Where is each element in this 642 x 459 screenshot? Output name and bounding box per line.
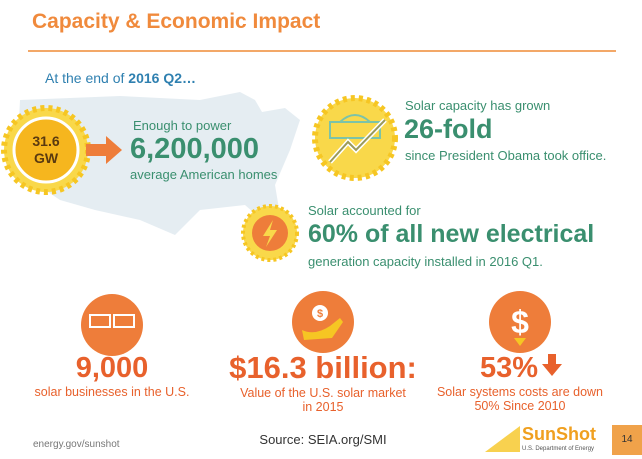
growth-number: 26-fold <box>404 114 493 144</box>
white-house-growth-icon <box>312 95 398 181</box>
arrow-down-icon <box>542 354 562 376</box>
logo-text: SunShot <box>522 424 596 444</box>
dollar-down-icon: $ <box>489 291 551 353</box>
homes-number: 6,200,000 <box>130 133 260 165</box>
footer-source: Source: SEIA.org/SMI <box>259 432 387 447</box>
svg-text:$: $ <box>317 308 323 320</box>
arrow-right-icon <box>86 136 122 164</box>
solar-panels-icon <box>81 294 143 356</box>
stat-market: $16.3 billion: Value of the U.S. solar m… <box>229 350 417 414</box>
hand-coin-icon: $ <box>292 291 354 353</box>
sun-badge-icon <box>1 105 91 195</box>
homes-line1: Enough to power <box>133 118 232 133</box>
stat-costs: 53% Solar systems costs are down 50% Sin… <box>436 352 604 413</box>
share-line2: generation capacity installed in 2016 Q1… <box>308 254 543 269</box>
intro-text: At the end of 2016 Q2… <box>45 70 197 86</box>
lightning-icon <box>241 204 299 262</box>
share-number: 60% of all new electrical <box>308 220 595 248</box>
homes-line2: average American homes <box>130 167 278 182</box>
footer-url[interactable]: energy.gov/sunshot <box>33 439 120 450</box>
page-number: 14 <box>621 434 633 445</box>
stat-businesses: 9,000 solar businesses in the U.S. <box>34 352 190 399</box>
us-map-background <box>18 92 300 235</box>
sunshot-logo <box>485 425 642 455</box>
logo-subtext: U.S. Department of Energy <box>522 446 595 452</box>
title-divider <box>28 50 616 52</box>
growth-line1: Solar capacity has grown <box>405 98 551 113</box>
share-line1: Solar accounted for <box>308 203 421 218</box>
sun-badge-text: 31.6 GW <box>32 133 60 166</box>
growth-line2: since President Obama took office. <box>405 148 607 163</box>
page-title: Capacity & Economic Impact <box>32 10 321 33</box>
svg-text:$: $ <box>511 304 529 340</box>
